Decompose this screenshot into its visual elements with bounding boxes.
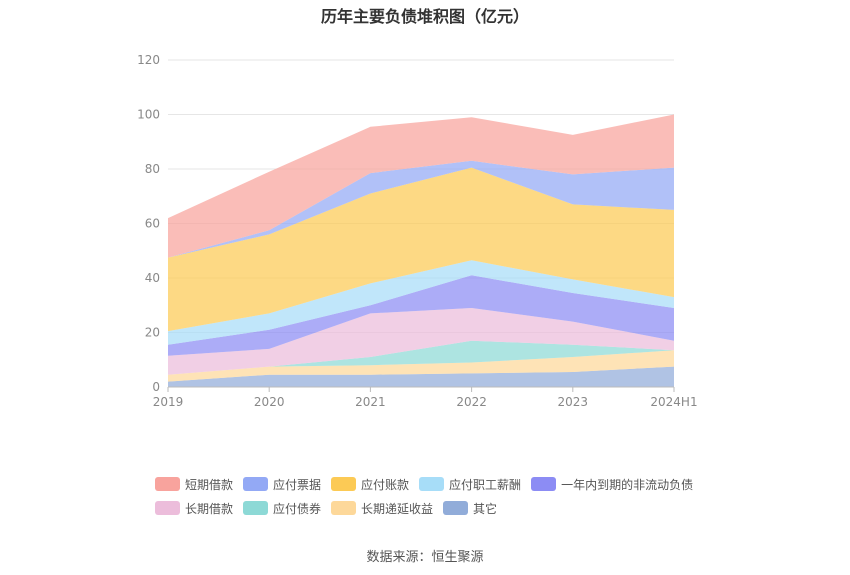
area-series-7 [168,160,674,258]
area-series-3 [168,308,674,375]
legend-label: 其它 [473,501,498,516]
legend-label: 长期借款 [185,501,234,516]
legend-item[interactable]: 其它 [443,500,497,517]
x-tick-label: 2019 [153,395,184,409]
stacked-area-chart: 0 20 40 60 80 100 120 2019 2020 2021 2022 2023 2024H… [137,53,698,409]
area-series-4 [168,275,674,356]
area-series-5 [168,260,674,345]
legend-label: 短期借款 [185,477,234,492]
y-tick-label: 60 [145,217,160,231]
legend-label: 一年内到期的非流动负债 [561,477,694,492]
legend-swatch [155,477,180,491]
chart-title: 历年主要负债堆积图（亿元） [320,7,529,26]
legend-label: 应付职工薪酬 [449,477,522,492]
x-tick-label: 2024H1 [650,395,697,409]
area-series-6 [168,167,674,332]
legend-swatch [331,477,357,491]
legend-row-2: 长期借款 应付债券 长期递延收益 其它 [155,496,755,520]
y-tick-label: 0 [152,380,160,394]
legend-swatch [155,501,180,515]
y-tick-label: 20 [145,326,160,340]
legend-label: 长期递延收益 [361,501,434,516]
area-series-0 [168,366,674,387]
data-source-note: 数据来源：恒生聚源 [366,550,484,565]
y-tick-label: 80 [145,162,160,176]
x-tick-label: 2022 [456,395,487,409]
legend-label: 应付票据 [273,477,322,492]
legend-item[interactable]: 应付债券 [243,500,321,517]
x-tick-label: 2023 [558,395,589,409]
legend-item[interactable]: 应付职工薪酬 [419,476,521,493]
legend-label: 应付账款 [361,477,410,492]
legend-swatch [243,501,269,515]
y-tick-label: 120 [137,53,160,67]
x-tick-label: 2021 [355,395,386,409]
legend-item[interactable]: 短期借款 [155,476,233,493]
area-series-2 [168,340,674,375]
chart-legend: 短期借款 应付票据 应付账款 应付职工薪酬 一年内到期的非流动负债 长期借款 应付债券 长期… [155,472,755,520]
y-tick-label: 40 [145,271,160,285]
area-series-8 [168,114,674,258]
legend-item[interactable]: 应付票据 [243,476,321,493]
legend-label: 应付债券 [273,501,322,516]
legend-swatch [419,477,445,491]
legend-item[interactable]: 一年内到期的非流动负债 [531,476,693,493]
legend-swatch [331,501,357,515]
legend-item[interactable]: 应付账款 [331,476,409,493]
area-series-1 [168,350,674,382]
legend-item[interactable]: 长期递延收益 [331,500,433,517]
legend-swatch [243,477,269,491]
legend-row-1: 短期借款 应付票据 应付账款 应付职工薪酬 一年内到期的非流动负债 [155,472,755,496]
legend-item[interactable]: 长期借款 [155,500,233,517]
legend-swatch [531,477,557,491]
y-tick-label: 100 [137,108,160,122]
legend-swatch [443,501,469,515]
x-tick-label: 2020 [254,395,285,409]
